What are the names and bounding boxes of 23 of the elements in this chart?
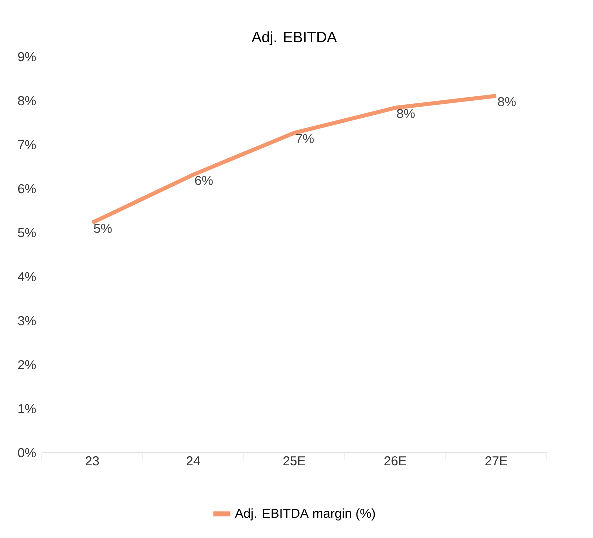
y-tick-label: 9% xyxy=(18,52,36,62)
y-tick-label: 4% xyxy=(18,272,36,282)
legend-label: Adj. EBITDA margin (%) xyxy=(235,508,376,521)
y-tick-label: 5% xyxy=(18,228,36,238)
y-tick-label: 3% xyxy=(18,316,36,326)
y-tick-label: 7% xyxy=(18,140,36,150)
y-tick-label: 8% xyxy=(18,96,36,106)
x-tick-label: 26E xyxy=(384,456,406,466)
data-label: 8% xyxy=(498,97,516,107)
y-tick-label: 0% xyxy=(18,448,36,458)
x-tick-label: 23 xyxy=(86,456,100,466)
y-tick-label: 6% xyxy=(18,184,36,194)
data-label: 5% xyxy=(94,224,112,234)
x-tick-label: 27E xyxy=(486,456,508,466)
x-tick-label: 24 xyxy=(186,456,200,466)
data-label: 8% xyxy=(397,109,415,118)
y-tick-label: 2% xyxy=(18,360,36,370)
chart-title: Adj. EBITDA xyxy=(252,32,338,46)
y-tick-label: 1% xyxy=(18,404,36,414)
x-tick-label: 25E xyxy=(284,456,306,466)
data-label: 6% xyxy=(195,176,213,186)
line-series xyxy=(90,94,498,225)
data-label: 7% xyxy=(296,134,314,144)
